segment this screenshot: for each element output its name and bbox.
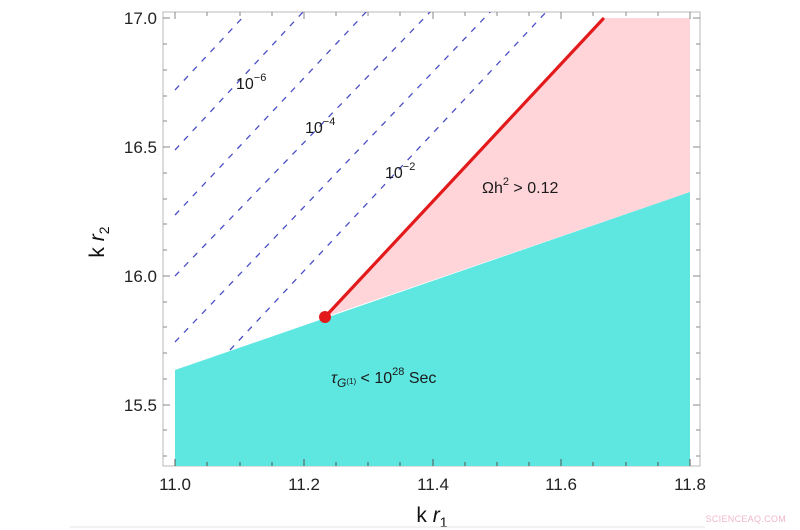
relic-boundary-line [323, 17, 605, 319]
x-axis-top-ticks [174, 12, 691, 19]
omega-excluded-region [325, 18, 690, 317]
watermark: SCIENCEAQ.COM [705, 514, 786, 524]
contour-line [174, 12, 304, 151]
y-tick-label: 15.5 [124, 396, 157, 415]
y-axis-right-ticks [693, 17, 700, 457]
contour-line [174, 12, 368, 216]
lifetime-excluded-region [175, 192, 690, 466]
omega-annotation: Ωh2 > 0.12 [482, 176, 558, 197]
contour-line [174, 12, 431, 277]
x-tick-label: 11.8 [674, 475, 706, 494]
y-axis-title: k r2 [86, 226, 112, 257]
contour-line [174, 12, 491, 343]
x-tick-label: 11.6 [545, 475, 577, 494]
y-tick-label: 16.5 [124, 138, 157, 157]
contour-label-1e-4: 10−4 [305, 116, 335, 137]
contour-lines [174, 12, 548, 351]
contour-label-1e-6: 10−6 [236, 72, 266, 93]
y-tick-label: 16.0 [124, 267, 157, 286]
y-axis-ticks [163, 17, 170, 457]
x-axis-ticks [174, 459, 691, 466]
x-axis-title: k r1 [416, 504, 447, 530]
x-tick-label: 11.4 [417, 475, 449, 494]
boundary-endpoint-marker [319, 311, 331, 323]
x-tick-label: 11.2 [288, 475, 320, 494]
contour-line [174, 14, 246, 91]
contour-label-1e-2: 10−2 [385, 161, 415, 182]
x-tick-label: 11.0 [159, 475, 191, 494]
lifetime-annotation: τG(1) < 1028 Sec [331, 366, 436, 390]
y-tick-label: 17.0 [124, 9, 157, 28]
